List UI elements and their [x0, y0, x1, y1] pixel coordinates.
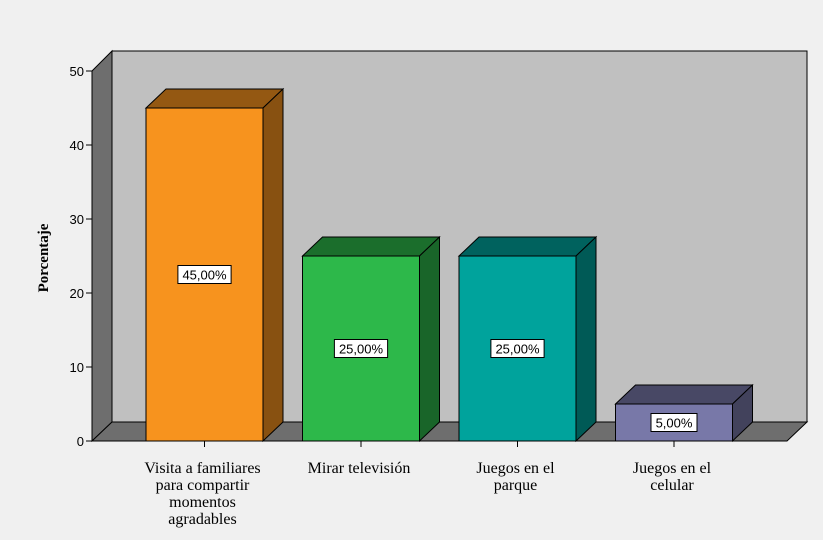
data-label-box	[333, 339, 389, 358]
bar-top	[301, 236, 441, 257]
x-tick-label: Juegos en el	[633, 460, 712, 477]
bar-top	[144, 88, 285, 109]
data-label-box	[650, 413, 698, 432]
bar-side	[575, 235, 597, 443]
x-tick-label: Visita a familiares	[144, 460, 260, 477]
y-tick-label: 0	[77, 434, 84, 449]
y-axis: 0 10 20 30 40 50	[70, 64, 93, 449]
y-tick-label: 50	[70, 64, 84, 79]
x-tick-label: Mirar televisión	[308, 460, 411, 477]
data-label: 5,00%	[656, 416, 693, 431]
bar-side	[262, 87, 284, 443]
y-tick-label: 10	[70, 360, 84, 375]
y-tick-label: 40	[70, 138, 84, 153]
bar: 5,00%	[614, 383, 754, 443]
bar-top	[614, 384, 754, 405]
bar-side	[419, 235, 440, 443]
data-label-box	[490, 339, 545, 358]
bar: 45,00%	[144, 87, 285, 443]
data-label: 25,00%	[495, 342, 540, 357]
bar: 25,00%	[301, 235, 441, 443]
x-tick-label: momentos	[169, 494, 236, 511]
x-tick-label: para compartir	[156, 477, 250, 494]
bar-side	[732, 383, 753, 443]
y-tick-label: 30	[70, 212, 84, 227]
x-tick-label: agradables	[168, 511, 236, 528]
side-wall	[91, 49, 113, 443]
y-tick-label: 20	[70, 286, 84, 301]
x-tick-label: celular	[650, 477, 694, 494]
bars: 45,00% 25,00% 25,00% 5,00%	[144, 87, 754, 443]
x-tick-label: Juegos en el	[476, 460, 555, 477]
data-label: 45,00%	[182, 268, 227, 283]
data-label-box	[177, 265, 232, 284]
y-axis-label: Porcentaje	[36, 223, 52, 292]
x-tick-label: parque	[494, 477, 538, 494]
bar-top	[457, 236, 598, 257]
bar: 25,00%	[457, 235, 598, 443]
data-label: 25,00%	[339, 342, 384, 357]
